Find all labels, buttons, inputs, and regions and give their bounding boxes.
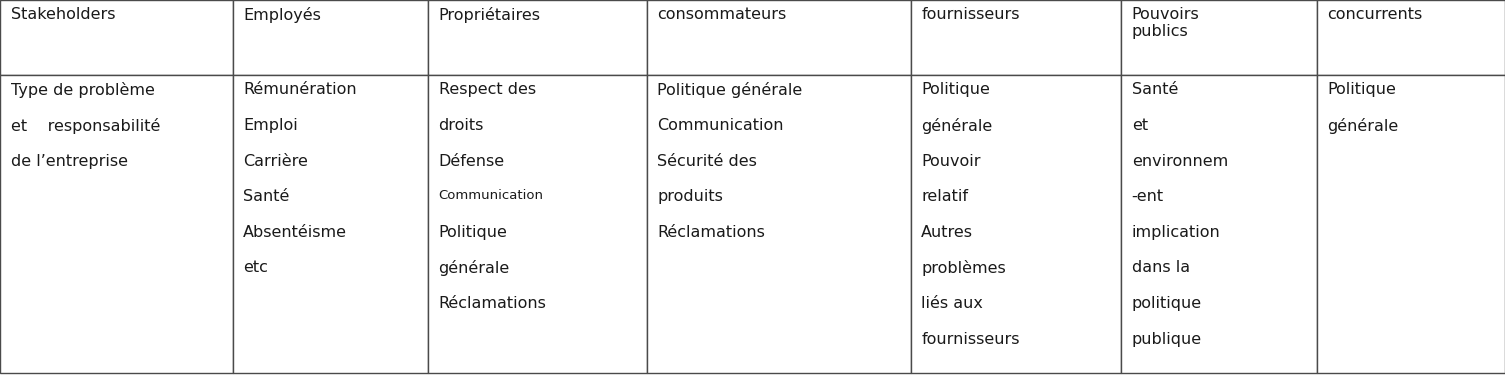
Text: politique: politique [1132,296,1202,311]
Text: de l’entreprise: de l’entreprise [11,154,128,169]
Text: Politique: Politique [438,225,507,240]
Text: Réclamations: Réclamations [658,225,765,240]
Text: Propriétaires: Propriétaires [438,7,540,23]
Text: générale: générale [921,118,992,134]
Text: Politique: Politique [921,82,990,98]
Bar [427,75,647,373]
Text: liés aux: liés aux [921,296,983,311]
Text: générale: générale [1327,118,1398,134]
Bar [0,75,233,373]
Text: -ent: -ent [1132,189,1163,204]
Bar [1317,0,1505,75]
Text: Réclamations: Réclamations [438,296,546,311]
Text: Communication: Communication [658,118,784,133]
Text: et    responsabilité: et responsabilité [11,118,160,134]
Text: problèmes: problèmes [921,260,1005,276]
Text: Respect des: Respect des [438,82,536,98]
Text: produits: produits [658,189,722,204]
Bar [911,0,1121,75]
Bar [1317,75,1505,373]
Bar [427,0,647,75]
Text: Stakeholders: Stakeholders [11,7,114,22]
Text: consommateurs: consommateurs [658,7,787,22]
Text: Santé: Santé [244,189,289,204]
Bar [647,0,911,75]
Bar [233,0,427,75]
Bar [1121,0,1317,75]
Bar [233,75,427,373]
Text: Défense: Défense [438,154,504,169]
Text: Sécurité des: Sécurité des [658,154,757,169]
Text: fournisseurs: fournisseurs [921,332,1020,347]
Text: concurrents: concurrents [1327,7,1422,22]
Bar [647,75,911,373]
Text: Pouvoir: Pouvoir [921,154,981,169]
Text: Employés: Employés [244,7,321,23]
Text: Santé: Santé [1132,82,1178,98]
Text: Communication: Communication [438,189,543,202]
Text: Emploi: Emploi [244,118,298,133]
Bar [0,0,233,75]
Text: Absentéisme: Absentéisme [244,225,348,240]
Bar [911,75,1121,373]
Text: générale: générale [438,260,510,276]
Text: etc: etc [244,260,268,276]
Text: Autres: Autres [921,225,974,240]
Text: Carrière: Carrière [244,154,309,169]
Text: relatif: relatif [921,189,968,204]
Text: Politique: Politique [1327,82,1397,98]
Text: environnem: environnem [1132,154,1228,169]
Text: Rémunération: Rémunération [244,82,357,98]
Text: implication: implication [1132,225,1221,240]
Text: et: et [1132,118,1148,133]
Text: dans la: dans la [1132,260,1190,276]
Bar [1121,75,1317,373]
Text: publique: publique [1132,332,1202,347]
Text: Type de problème: Type de problème [11,82,155,98]
Text: fournisseurs: fournisseurs [921,7,1020,22]
Text: Politique générale: Politique générale [658,82,802,98]
Text: droits: droits [438,118,485,133]
Text: Pouvoirs
publics: Pouvoirs publics [1132,7,1199,39]
